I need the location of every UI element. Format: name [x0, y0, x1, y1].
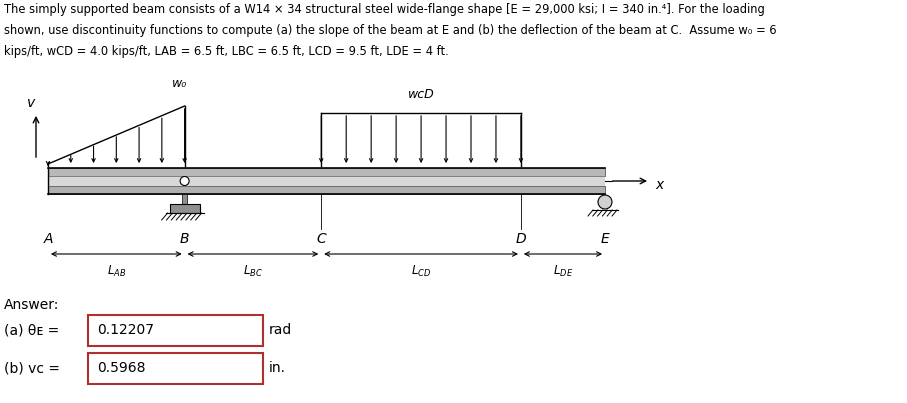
- Text: (a) θᴇ =: (a) θᴇ =: [4, 323, 59, 337]
- Text: (b) vᴄ =: (b) vᴄ =: [4, 361, 60, 375]
- Circle shape: [598, 195, 612, 209]
- Text: 0.12207: 0.12207: [97, 323, 154, 337]
- Bar: [88, 314, 263, 345]
- Bar: [48, 168, 605, 177]
- Text: E: E: [600, 232, 610, 246]
- Circle shape: [180, 177, 190, 185]
- Text: wᴄD: wᴄD: [408, 88, 434, 101]
- Text: v: v: [27, 96, 35, 110]
- Text: in.: in.: [269, 361, 286, 375]
- Text: L$_{CD}$: L$_{CD}$: [411, 264, 431, 279]
- Bar: [88, 353, 263, 384]
- Bar: [182, 194, 188, 204]
- Text: w₀: w₀: [172, 77, 187, 90]
- Text: The simply supported beam consists of a W14 × 34 structural steel wide-flange sh: The simply supported beam consists of a …: [4, 3, 765, 16]
- Text: C: C: [317, 232, 327, 246]
- Text: 0.5968: 0.5968: [97, 361, 145, 375]
- Text: x: x: [655, 178, 663, 192]
- Text: A: A: [44, 232, 53, 246]
- Bar: [170, 204, 200, 213]
- Text: D: D: [515, 232, 526, 246]
- Bar: [48, 177, 605, 185]
- Text: L$_{AB}$: L$_{AB}$: [107, 264, 126, 279]
- Text: Answer:: Answer:: [4, 298, 59, 312]
- Text: B: B: [180, 232, 190, 246]
- Text: rad: rad: [269, 323, 292, 337]
- Text: L$_{BC}$: L$_{BC}$: [243, 264, 263, 279]
- Text: kips/ft, wCD = 4.0 kips/ft, LAB = 6.5 ft, LBC = 6.5 ft, LCD = 9.5 ft, LDE = 4 ft: kips/ft, wCD = 4.0 kips/ft, LAB = 6.5 ft…: [4, 45, 449, 58]
- Bar: [48, 185, 605, 194]
- Text: shown, use discontinuity functions to compute (a) the slope of the beam at E and: shown, use discontinuity functions to co…: [4, 24, 776, 37]
- Text: L$_{DE}$: L$_{DE}$: [553, 264, 573, 279]
